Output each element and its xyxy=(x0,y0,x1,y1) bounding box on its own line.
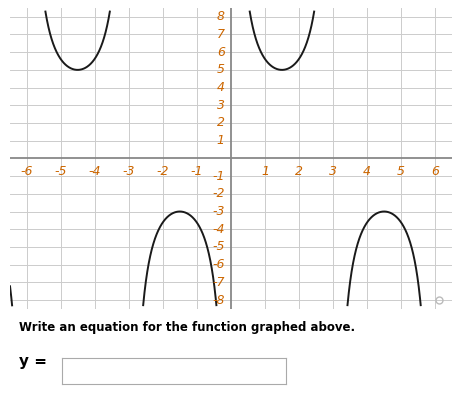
Text: 2: 2 xyxy=(217,116,225,129)
Text: -6: -6 xyxy=(212,258,225,271)
Text: -4: -4 xyxy=(212,223,225,236)
Text: Write an equation for the function graphed above.: Write an equation for the function graph… xyxy=(19,321,355,334)
Text: -6: -6 xyxy=(20,166,33,179)
Text: 5: 5 xyxy=(217,63,225,76)
Text: -2: -2 xyxy=(157,166,169,179)
Text: -7: -7 xyxy=(212,276,225,289)
Text: 1: 1 xyxy=(217,134,225,147)
Text: 7: 7 xyxy=(217,28,225,41)
Text: y =: y = xyxy=(19,354,47,369)
Text: 2: 2 xyxy=(295,166,303,179)
Text: 6: 6 xyxy=(217,46,225,59)
Text: 3: 3 xyxy=(217,99,225,112)
Text: -4: -4 xyxy=(89,166,101,179)
Text: -1: -1 xyxy=(190,166,203,179)
Text: 3: 3 xyxy=(329,166,337,179)
Text: -5: -5 xyxy=(54,166,67,179)
Text: -1: -1 xyxy=(212,169,225,183)
Text: 8: 8 xyxy=(217,10,225,23)
Text: 1: 1 xyxy=(261,166,269,179)
Text: -5: -5 xyxy=(212,240,225,253)
Text: -3: -3 xyxy=(212,205,225,218)
Text: -2: -2 xyxy=(212,187,225,200)
Text: 4: 4 xyxy=(217,81,225,94)
Text: -8: -8 xyxy=(212,293,225,307)
Text: -3: -3 xyxy=(122,166,135,179)
Text: 5: 5 xyxy=(397,166,405,179)
Text: 4: 4 xyxy=(363,166,371,179)
Text: 6: 6 xyxy=(431,166,439,179)
